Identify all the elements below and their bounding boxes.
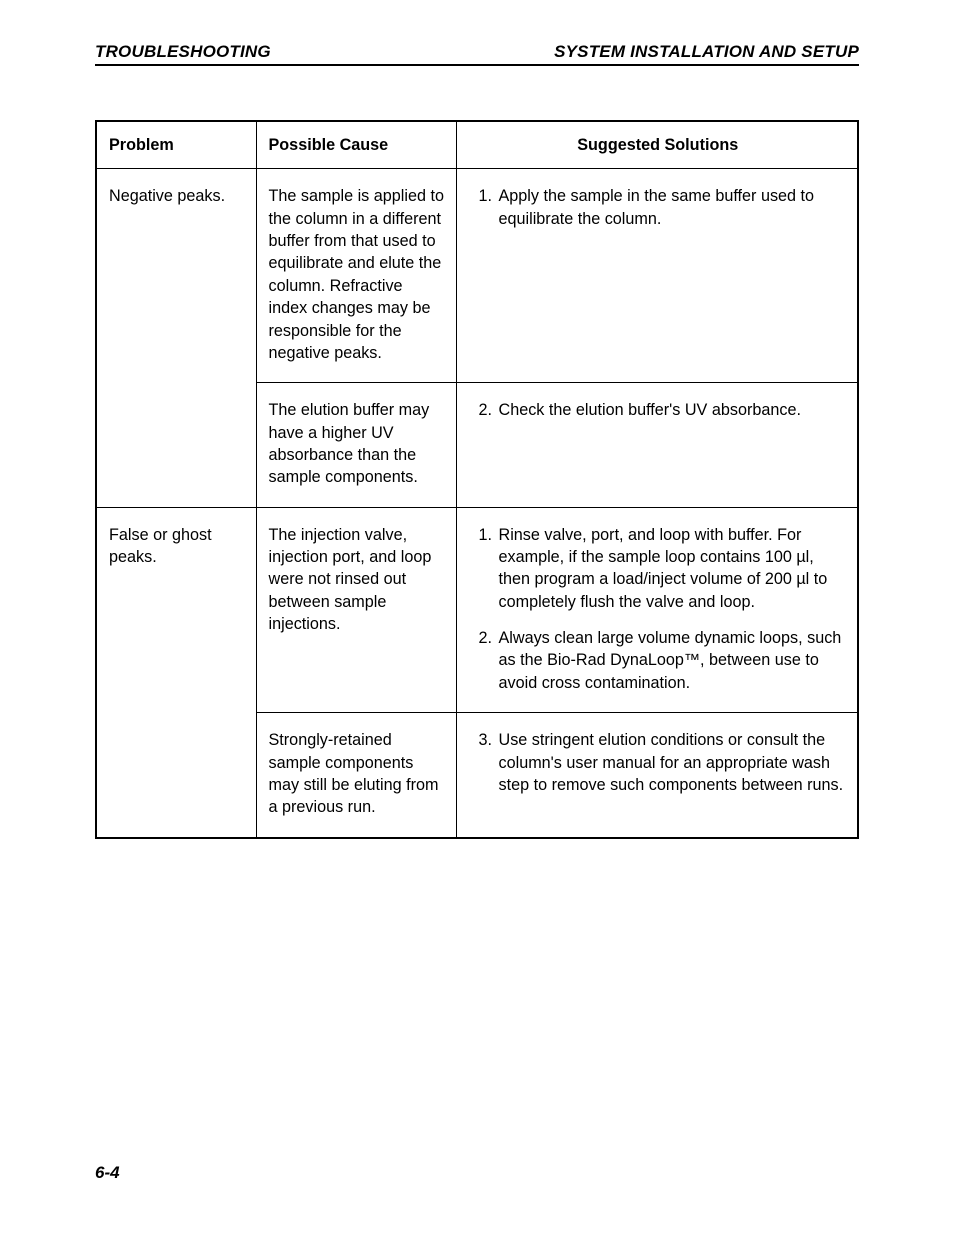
solution-item: Apply the sample in the same buffer used… — [497, 185, 848, 230]
troubleshooting-table: Problem Possible Cause Suggested Solutio… — [95, 120, 859, 839]
col-header-cause: Possible Cause — [256, 121, 456, 169]
cause-cell: Strongly-retained sample components may … — [256, 713, 456, 838]
cause-cell: The elution buffer may have a higher UV … — [256, 383, 456, 507]
solutions-cell: Use stringent elution conditions or cons… — [456, 713, 858, 838]
solution-item: Use stringent elution conditions or cons… — [497, 729, 848, 796]
page-header: TROUBLESHOOTING SYSTEM INSTALLATION AND … — [95, 42, 859, 66]
solution-item: Check the elution buffer's UV absorbance… — [497, 399, 848, 421]
problem-cell: Negative peaks. — [96, 169, 256, 507]
cause-cell: The sample is applied to the column in a… — [256, 169, 456, 383]
col-header-solutions: Suggested Solutions — [456, 121, 858, 169]
table-row: Negative peaks. The sample is applied to… — [96, 169, 858, 383]
table-row: False or ghost peaks. The injection valv… — [96, 507, 858, 713]
problem-cell: False or ghost peaks. — [96, 507, 256, 837]
table-header-row: Problem Possible Cause Suggested Solutio… — [96, 121, 858, 169]
header-right: SYSTEM INSTALLATION AND SETUP — [554, 42, 859, 62]
header-left: TROUBLESHOOTING — [95, 42, 271, 62]
solutions-cell: Apply the sample in the same buffer used… — [456, 169, 858, 383]
col-header-problem: Problem — [96, 121, 256, 169]
cause-cell: The injection valve, injection port, and… — [256, 507, 456, 713]
page: TROUBLESHOOTING SYSTEM INSTALLATION AND … — [0, 0, 954, 1235]
solution-item: Rinse valve, port, and loop with buffer.… — [497, 524, 848, 613]
solutions-cell: Rinse valve, port, and loop with buffer.… — [456, 507, 858, 713]
page-number: 6-4 — [95, 1163, 120, 1183]
solution-item: Always clean large volume dynamic loops,… — [497, 627, 848, 694]
solutions-cell: Check the elution buffer's UV absorbance… — [456, 383, 858, 507]
